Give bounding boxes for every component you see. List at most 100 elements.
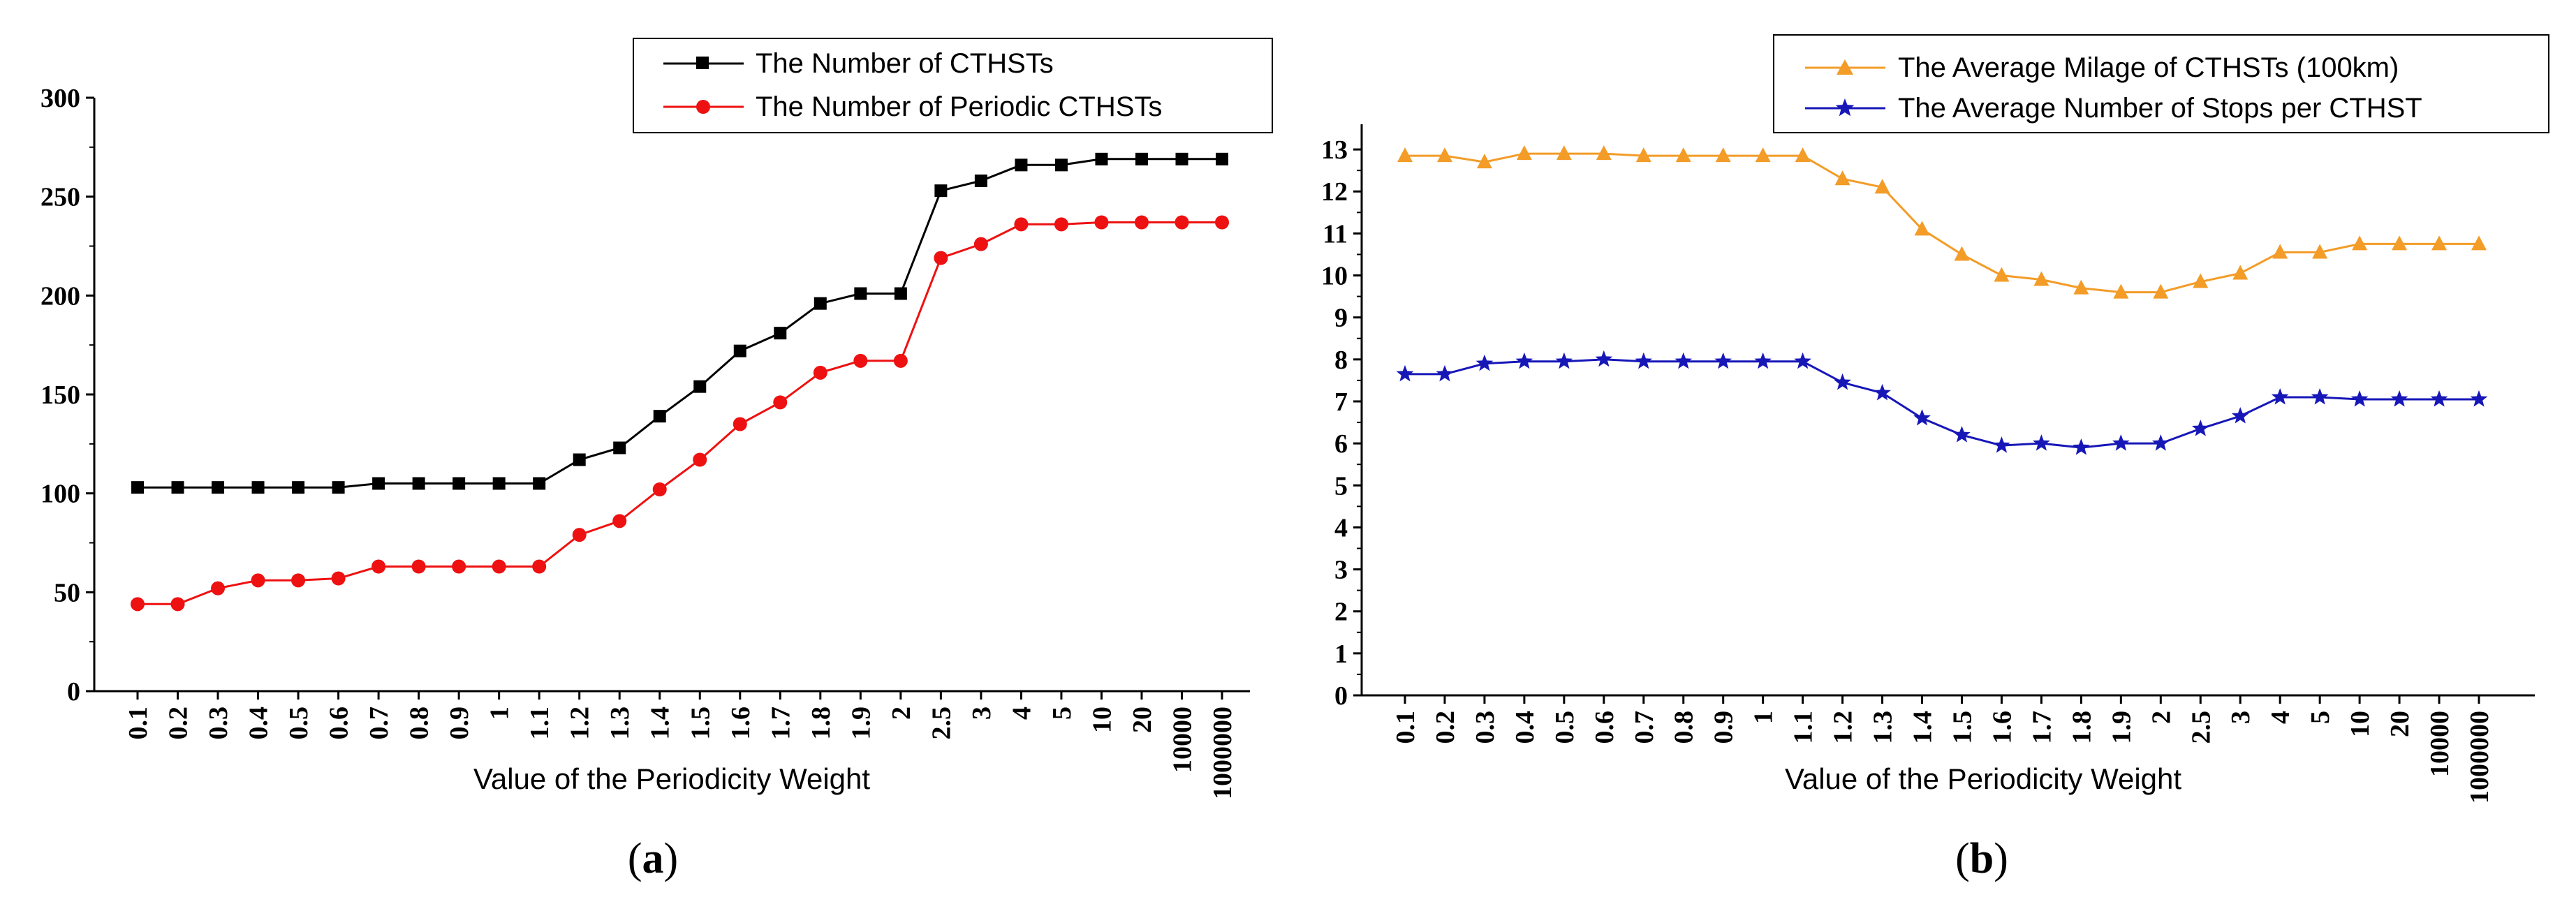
chart-a-series-1-point [292,481,305,494]
chart-a-series-2-point [131,597,145,612]
chart-a-series-2-point [1014,217,1029,232]
chart-a-series-1-point [934,184,948,198]
chart-b-series-2-point [1714,352,1732,369]
chart-b-x-tick-label: 1.2 [1829,711,1858,744]
chart-b-series-2-point [1993,436,2010,453]
chart-a-legend-marker-1 [696,57,709,69]
chart-a-x-axis-label: Value of the Periodicity Weight [473,762,870,795]
chart-b-series-2-point [2231,407,2249,424]
chart-a-series-1-point [131,481,144,494]
chart-a-series-1-point [1135,152,1148,165]
chart-a-series-2-point [170,597,185,612]
chart-a-series-2-point [532,559,547,574]
chart-b-series-2-point [1515,352,1533,369]
chart-b-y-tick-label: 10 [1321,262,1348,291]
chart-a-series-1-point [774,327,787,340]
chart-a-x-tick-label: 1 [485,707,515,720]
chart-a-x-tick-label: 1.4 [646,707,675,740]
chart-a-series-1-point [452,477,466,490]
chart-a-series-2-point [452,559,466,574]
chart-b-series-2-point [1475,354,1494,371]
chart-a-series-2-point [813,365,827,380]
chart-b-series-1-point [1596,145,1612,161]
chart-a-series-2-point [893,353,908,368]
chart-a-legend-label-1: The Number of CTHSTs [756,48,1054,79]
chart-a-series-2-point [371,559,386,574]
chart-a-x-tick-label: 3 [967,707,996,720]
chart-a-series-2-point [973,237,988,251]
chart-b-x-tick-label: 0.7 [1630,711,1659,744]
chart-b-x-tick-label: 1.5 [1948,711,1977,744]
chart-b-x-tick-label: 0.4 [1510,711,1540,744]
chart-b-y-tick-label: 5 [1334,471,1348,501]
chart-a-series-2-point [1175,215,1189,230]
chart-a-x-tick-label: 0.1 [124,707,153,740]
chart-b-x-tick-label: 1.7 [2027,711,2056,744]
chart-b-series-1-point [2193,273,2209,288]
chart-a-series-2-point [773,395,788,410]
chart-b-series-1-point [1795,147,1811,163]
chart-b-x-ticks: 0.1 0.2 0.3 0.4 0.5 0.6 0.7 0.8 0.9 1 1.1 1.2 1.3 1.4… [1391,695,2494,804]
chart-a-series-1-point [693,380,707,393]
chart-b-series-1-point [2392,235,2408,251]
chart-a-legend-label-2: The Number of Periodic CTHSTs [756,91,1162,122]
chart-a-x-tick-label: 10 [1087,707,1117,733]
chart-b-series-1-point [2352,235,2368,251]
chart-a-series-1-point [1095,152,1108,165]
chart-b-series-1-point [1755,147,1771,163]
chart-b-series-2-point [1953,426,1971,443]
chart-a-series-2-point [652,482,667,496]
chart-b-y-tick-label: 0 [1334,681,1348,711]
chart-b-series-2-point [1396,364,1414,382]
chart-b-series-2-point [2112,434,2130,451]
chart-b-series-1-point [1476,154,1492,169]
chart-a-x-tick-label: 0.3 [204,707,233,740]
chart-b-series-1-point [2073,279,2089,295]
chart-a-legend-box [633,38,1273,133]
chart-b-series-1-point [2312,244,2328,259]
chart-b-y-tick-label: 1 [1334,639,1348,669]
chart-b-y-tick-label: 8 [1334,346,1348,375]
chart-b-x-axis-label: Value of the Periodicity Weight [1785,762,2181,795]
chart-a-series-1-point [492,477,506,490]
chart-a-series-2-point [572,528,587,542]
chart-a-series-2-point [1134,215,1149,230]
chart-a-series-2-point [1094,215,1109,230]
chart-a-y-tick-label: 150 [41,380,80,410]
chart-b-series-2-point [2073,438,2090,455]
chart-a-series-1-point [894,287,907,300]
chart-a-x-tick-label: 1.1 [525,707,554,740]
chart-b-series-1-point [1397,147,1413,163]
chart-a-series-1-point [854,287,867,300]
chart-a-series [131,152,1229,612]
chart-a-y-tick-label: 0 [67,677,80,707]
chart-a-y-tick-label: 200 [41,281,80,311]
chart-b-x-tick-label: 0.3 [1471,711,1500,744]
chart-b-y-tick-label: 6 [1334,429,1348,459]
chart-b-series-2-point [2191,420,2209,436]
chart-b-x-tick-label: 1.1 [1789,711,1818,744]
chart-a-x-tick-label: 2 [887,707,916,720]
chart-b-series-1-point [1635,147,1651,163]
chart-b-y-tick-label: 11 [1323,219,1348,249]
chart-a-series-1-point [814,297,827,310]
chart-a-series-1-point [372,477,385,490]
chart-a-legend-marker-2 [696,100,710,114]
chart-a-series-1-point [212,481,225,494]
chart-a-legend: The Number of CTHSTs The Number of Perio… [633,38,1273,133]
chart-a-series-2-point [853,353,868,368]
chart-a-series-2-point [1215,215,1229,230]
chart-a-series-1-point [573,453,586,466]
chart-a-x-tick-label: 1000000 [1208,707,1237,799]
chart-a-y-tick-label: 50 [54,578,80,607]
chart-b-series-2-point [1754,352,1772,369]
panel-label-a: (a) [628,835,678,882]
chart-b-y-tick-label: 2 [1334,598,1348,627]
chart-b-legend: The Average Milage of CTHSTs (100km) The… [1773,34,2549,133]
chart-b-series-1-point [1914,221,1930,236]
chart-a-y-tick-label: 250 [41,183,80,212]
chart-b-x-tick-label: 1.9 [2107,711,2136,744]
chart-a-series-2-point [733,417,747,431]
chart-a-series-1-point [1054,158,1068,172]
chart-a-series-2-point [251,573,265,588]
